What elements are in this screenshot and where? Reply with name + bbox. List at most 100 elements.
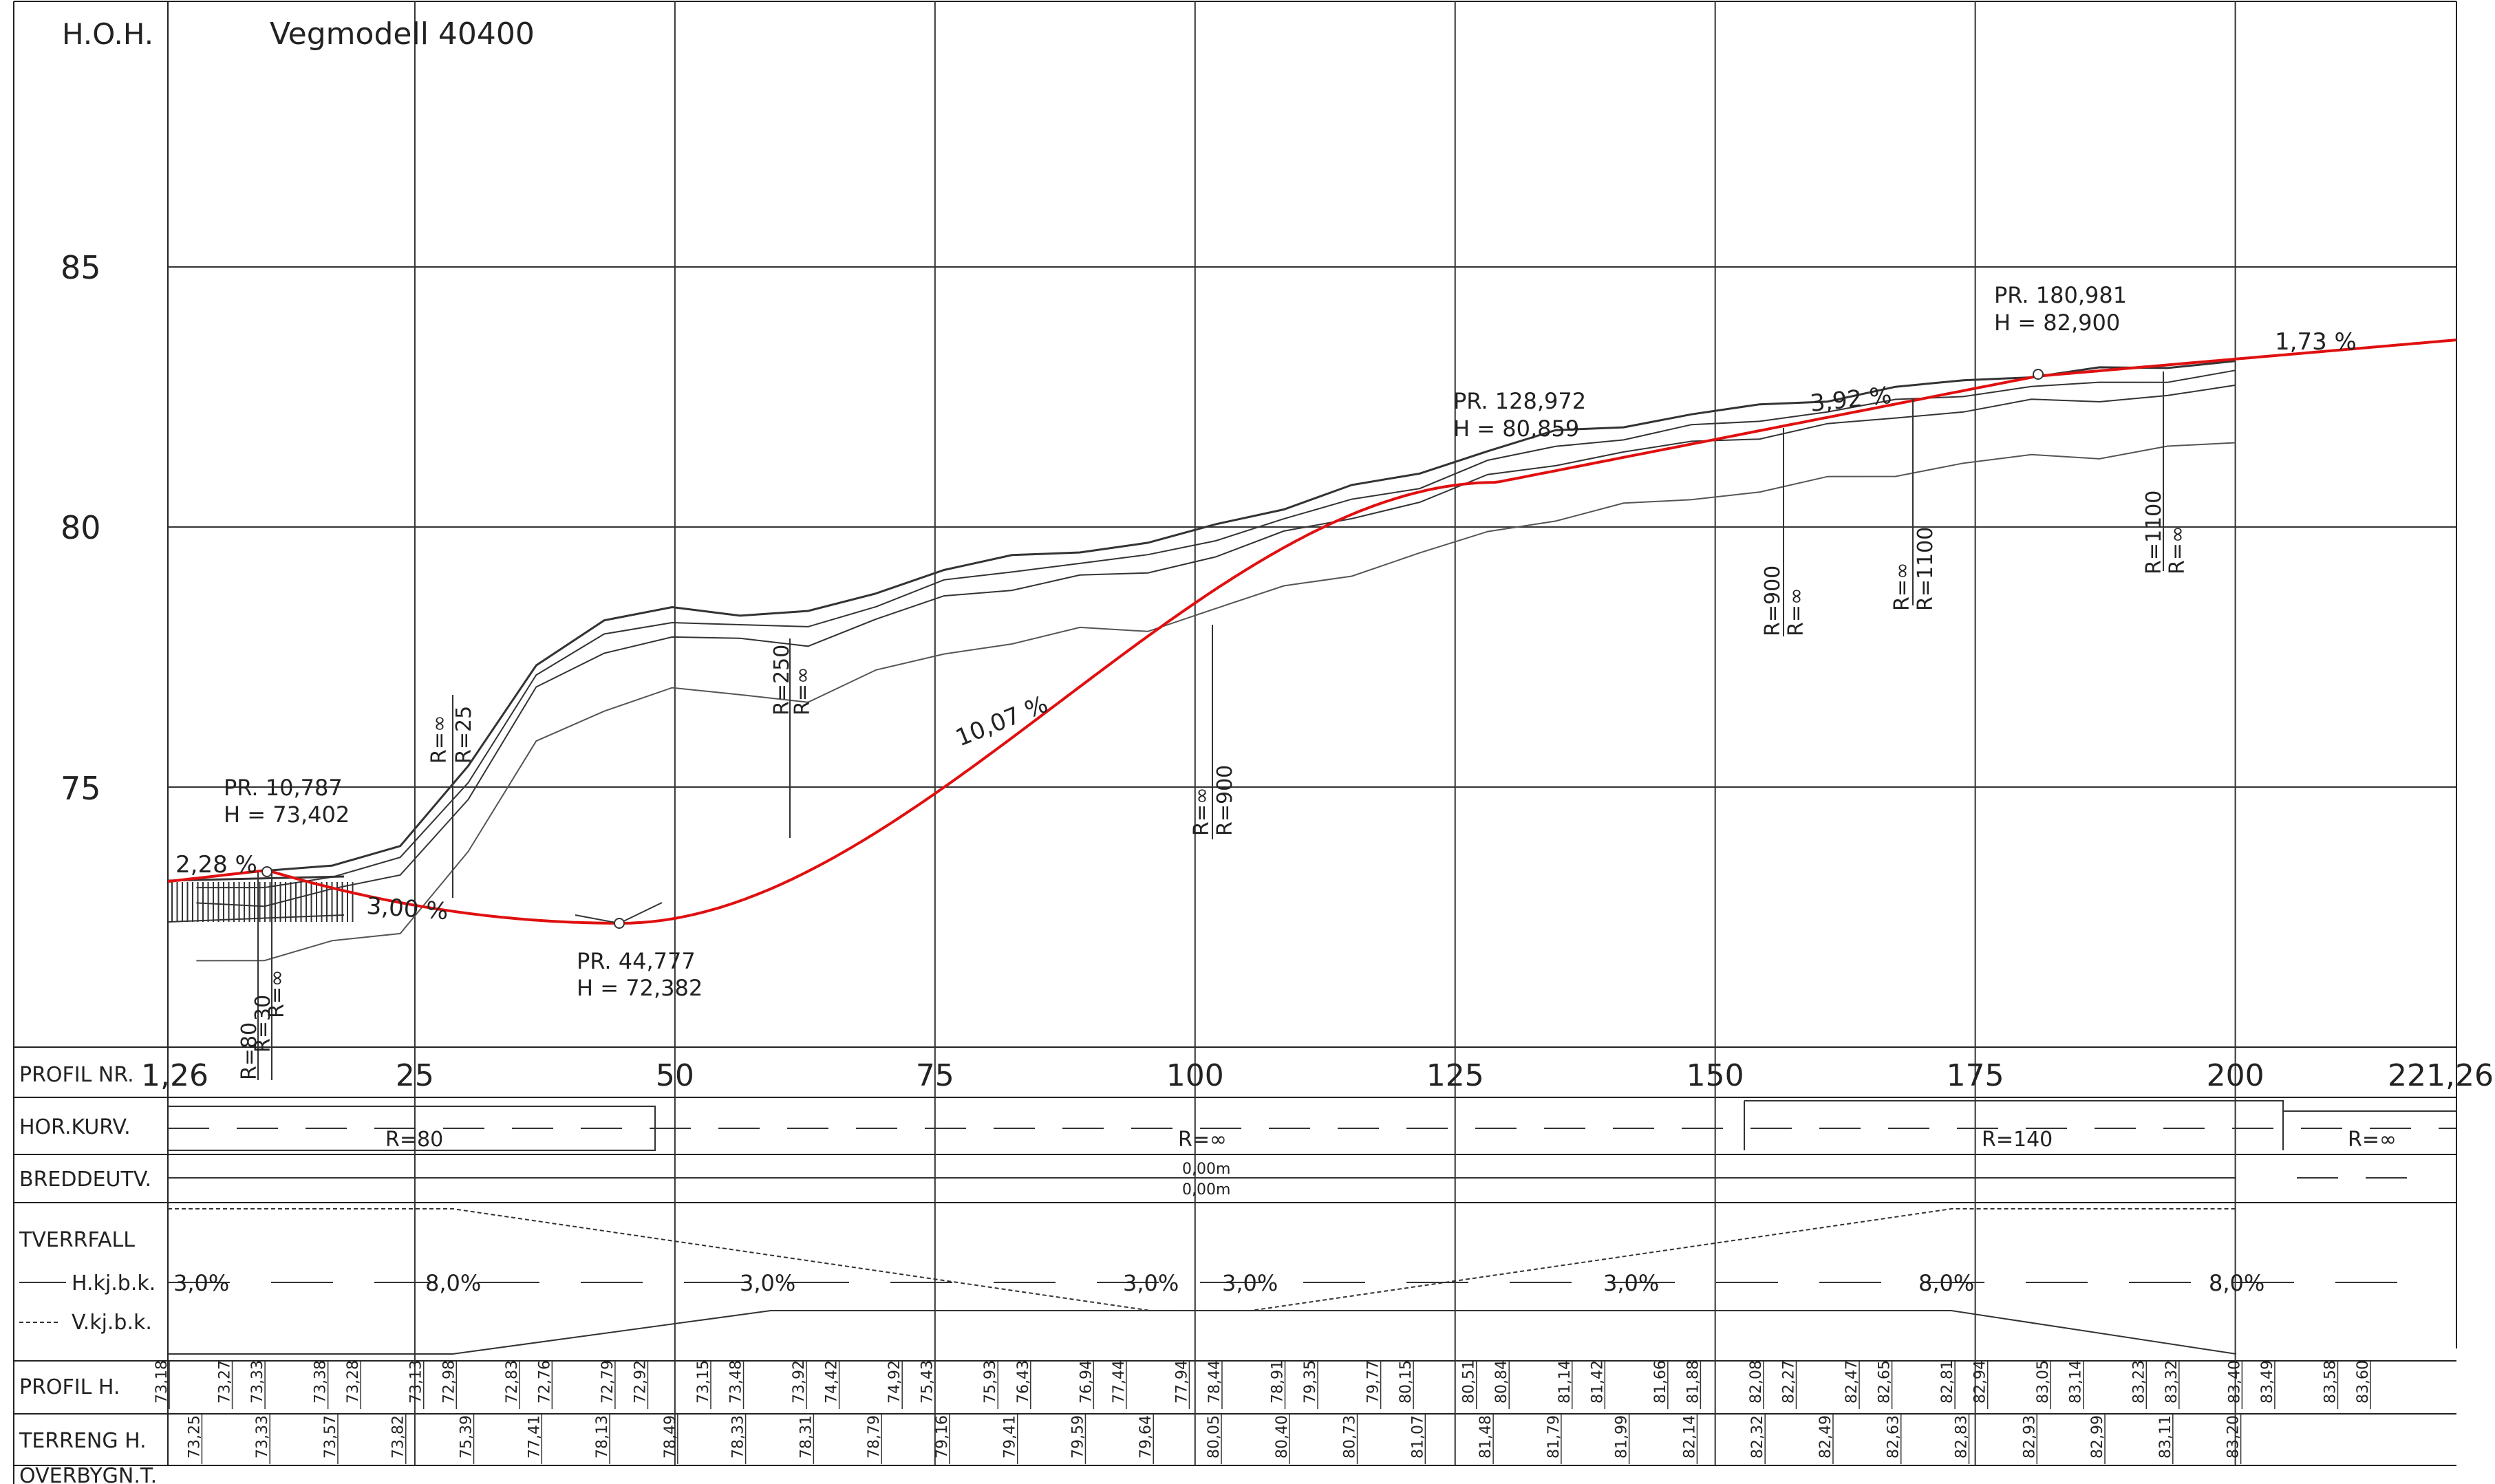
terreng-h-value: 78,31 (797, 1415, 815, 1459)
breddeutv-value-2: 0,00m (1182, 1181, 1230, 1198)
profil-h-value: 82,81 (1939, 1360, 1956, 1404)
terreng-h-value: 75,39 (458, 1415, 475, 1459)
profil-h-value: 81,66 (1652, 1360, 1669, 1404)
svg-text:R=∞: R=∞ (265, 969, 289, 1018)
profil-h-value: 83,32 (2163, 1360, 2181, 1404)
svg-text:R=250: R=250 (770, 645, 794, 716)
profil-h-value: 73,18 (153, 1360, 171, 1404)
svg-text:R=∞: R=∞ (427, 715, 451, 764)
row-label-profil-nr: PROFIL NR. (19, 1063, 134, 1087)
row-label-overbygn: OVERBYGN.T. (19, 1464, 157, 1484)
svg-text:R=900: R=900 (1761, 566, 1785, 636)
radius-marker-7: R=1100 R=∞ (2142, 372, 2189, 574)
profil-h-value: 73,13 (408, 1360, 425, 1404)
terreng-h-value: 83,11 (2157, 1415, 2174, 1459)
radius-marker-5: R=900 R=∞ (1761, 428, 1808, 636)
frame (13, 1, 2457, 1484)
elev-tick-75: 75 (61, 770, 101, 807)
profil-h-value: 72,79 (599, 1360, 617, 1404)
profil-h-value: 78,44 (1206, 1360, 1223, 1404)
chainage-tick-label: 100 (1166, 1058, 1224, 1093)
profil-h-values: 73,18 73,27 73,33 73,38 73,28 73,13 72,98 72,83… (153, 1360, 2372, 1409)
tverrfall-band (168, 1208, 2436, 1355)
profil-h-value: 79,35 (1302, 1360, 1319, 1404)
elev-tick-80: 80 (61, 509, 101, 546)
pr-annotation-3: PR. 128,972 H = 80,859 (1453, 388, 1586, 442)
hor-kurv-band (168, 1100, 2456, 1151)
grade-label-4: 3,92 % (1809, 382, 1893, 418)
profil-h-value: 80,15 (1398, 1360, 1415, 1404)
grade-label-5: 1,73 % (2275, 328, 2357, 356)
terreng-h-value: 82,49 (1817, 1415, 1834, 1459)
chainage-tick-label: 200 (2207, 1058, 2264, 1093)
profil-h-value: 73,38 (312, 1360, 330, 1404)
radius-marker-3: R=250 R=∞ (770, 638, 815, 838)
terreng-h-value: 82,63 (1885, 1415, 1903, 1459)
terreng-h-value: 79,41 (1002, 1415, 1019, 1459)
profil-h-value: 82,27 (1780, 1360, 1797, 1404)
terreng-h-value: 73,33 (254, 1415, 271, 1459)
culvert-bottom (167, 914, 345, 923)
profil-h-value: 72,76 (536, 1360, 553, 1404)
row-label-breddeutv: BREDDEUTV. (19, 1168, 151, 1192)
terreng-h-value: 78,79 (866, 1415, 883, 1459)
profil-h-value: 72,92 (632, 1360, 649, 1404)
chainage-tick-label: 150 (1686, 1058, 1744, 1093)
terreng-h-values: 73,25 73,33 73,57 73,82 75,39 77,41 78,13 78,49… (186, 1414, 2242, 1464)
terreng-h-value: 81,07 (1409, 1415, 1426, 1459)
profil-h-value: 76,94 (1078, 1360, 1095, 1404)
tverrfall-value: 3,0% (1123, 1270, 1179, 1296)
profil-h-value: 83,58 (2322, 1360, 2339, 1404)
chainage-tick-label: 75 (916, 1058, 954, 1093)
pr-annotation-4: PR. 180,981 H = 82,900 (1994, 282, 2127, 380)
svg-text:PR. 128,972: PR. 128,972 (1453, 388, 1586, 414)
row-label-profil-h: PROFIL H. (19, 1375, 120, 1399)
pr-annotation-1: PR. 10,787 H = 73,402 (224, 775, 350, 877)
profil-h-value: 72,98 (440, 1360, 458, 1404)
svg-text:R=900: R=900 (1213, 765, 1237, 836)
profil-h-value: 83,49 (2259, 1360, 2276, 1404)
chainage-tick-label: 221,26 (2388, 1058, 2494, 1093)
terreng-h-value: 80,73 (1342, 1415, 1359, 1459)
elev-tick-85: 85 (61, 249, 101, 286)
svg-text:R=∞: R=∞ (791, 667, 815, 716)
grade-label-1: 2,28 % (175, 851, 257, 879)
tverrfall-value: 3,0% (173, 1270, 229, 1296)
profil-h-value: 83,05 (2035, 1360, 2052, 1404)
profile-grid (168, 1, 2456, 1465)
svg-text:R=∞: R=∞ (1890, 562, 1914, 611)
profil-h-value: 74,42 (824, 1360, 841, 1404)
terreng-h-value: 82,14 (1681, 1415, 1698, 1459)
profil-h-value: 80,84 (1493, 1360, 1510, 1404)
tverrfall-value: 3,0% (1603, 1270, 1659, 1296)
svg-text:V.kj.b.k.: V.kj.b.k. (72, 1311, 152, 1335)
terreng-h-value: 82,32 (1749, 1415, 1766, 1459)
terreng-h-value: 79,16 (934, 1415, 951, 1459)
profil-h-value: 81,14 (1556, 1360, 1574, 1404)
profil-h-value: 73,15 (695, 1360, 712, 1404)
profil-h-value: 73,33 (249, 1360, 266, 1404)
profil-h-value: 82,94 (1972, 1360, 1989, 1404)
profil-h-value: 73,27 (217, 1360, 234, 1404)
svg-text:R=1100: R=1100 (2142, 491, 2166, 574)
profil-h-value: 78,91 (1270, 1360, 1287, 1404)
profil-h-value: 73,28 (345, 1360, 362, 1404)
svg-text:H = 73,402: H = 73,402 (224, 802, 350, 828)
terrain-line-3 (196, 442, 2236, 962)
profil-h-value: 73,92 (791, 1360, 808, 1404)
terreng-h-value: 80,40 (1274, 1415, 1291, 1459)
tverrfall-value: 8,0% (425, 1270, 481, 1296)
profil-h-value: 74,92 (886, 1360, 903, 1404)
svg-text:R=30: R=30 (251, 995, 275, 1053)
terreng-h-value: 81,99 (1614, 1415, 1631, 1459)
terreng-h-value: 81,79 (1545, 1415, 1563, 1459)
profil-h-value: 81,42 (1589, 1360, 1606, 1404)
profil-h-value: 79,77 (1365, 1360, 1382, 1404)
svg-text:R=∞: R=∞ (1784, 588, 1808, 636)
terreng-h-value: 81,48 (1477, 1415, 1495, 1459)
profil-h-value: 77,94 (1173, 1360, 1190, 1404)
terreng-h-value: 82,99 (2089, 1415, 2106, 1459)
profil-h-value: 83,40 (2226, 1360, 2243, 1404)
terreng-h-value: 73,57 (322, 1415, 339, 1459)
